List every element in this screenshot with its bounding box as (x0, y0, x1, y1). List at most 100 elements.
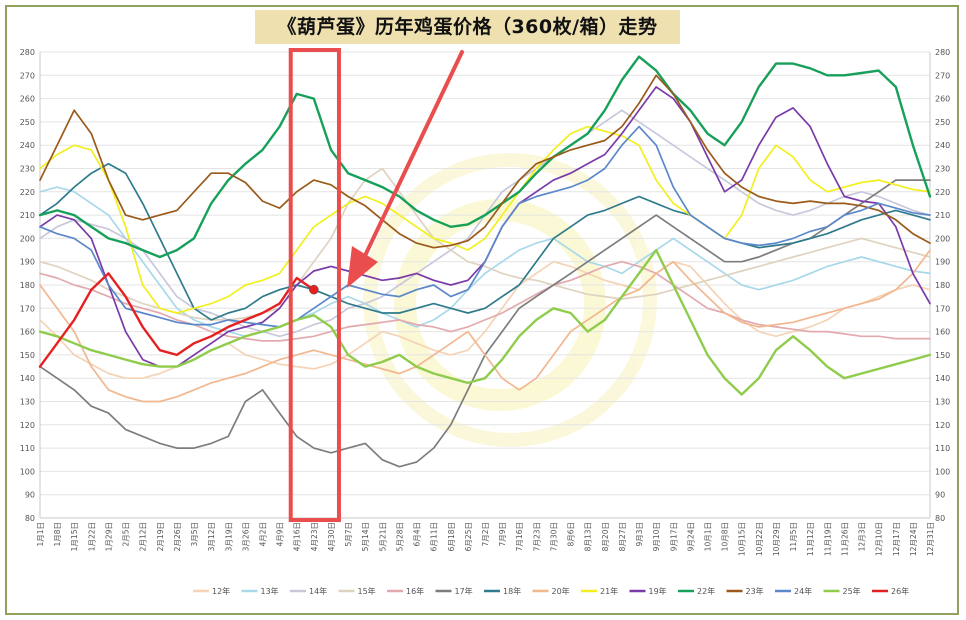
x-tick-label: 1月1日 (36, 522, 45, 547)
y-tick-label-right: 150 (935, 351, 950, 360)
x-tick-label: 12月24日 (909, 522, 918, 556)
legend-label-16年: 16年 (406, 586, 424, 596)
legend-label-21年: 21年 (600, 586, 618, 596)
x-tick-label: 10月22日 (755, 522, 764, 556)
y-tick-label-left: 260 (20, 95, 35, 104)
x-tick-label: 2月19日 (156, 522, 165, 551)
y-tick-label-left: 100 (20, 467, 35, 476)
watermark-ring (363, 153, 657, 447)
y-tick-label-right: 180 (935, 281, 950, 290)
x-tick-label: 1月8日 (53, 522, 62, 547)
legend-label-22年: 22年 (697, 586, 715, 596)
legend-label-12年: 12年 (212, 586, 230, 596)
x-tick-label: 12月10日 (875, 522, 884, 556)
x-tick-label: 9月17日 (669, 522, 678, 551)
y-tick-label-left: 80 (25, 514, 35, 523)
legend-label-17年: 17年 (455, 586, 473, 596)
x-tick-label: 1月15日 (70, 522, 79, 551)
series-line-17年 (39, 179, 931, 468)
x-tick-label: 4月9日 (276, 522, 285, 547)
x-tick-label: 12月31日 (926, 522, 935, 556)
x-tick-label: 10月8日 (721, 522, 730, 551)
x-tick-label: 7月9日 (498, 522, 507, 547)
y-tick-label-right: 210 (935, 211, 950, 220)
y-tick-label-right: 220 (935, 188, 950, 197)
x-tick-label: 6月18日 (447, 522, 456, 551)
y-tick-label-left: 180 (20, 281, 35, 290)
series-line-26年 (38, 272, 315, 368)
x-tick-label: 9月24日 (686, 522, 695, 551)
y-tick-label-left: 230 (20, 165, 35, 174)
x-tick-label: 8月27日 (618, 522, 627, 551)
y-tick-label-right: 160 (935, 328, 950, 337)
chart-title: 《葫芦蛋》历年鸡蛋价格（360枚/箱）走势 (255, 10, 680, 44)
series-line-22年 (38, 55, 932, 259)
y-tick-label-left: 250 (20, 118, 35, 127)
x-tick-label: 9月10日 (652, 522, 661, 551)
y-tick-label-right: 120 (935, 421, 950, 430)
x-tick-label: 6月4日 (413, 522, 422, 547)
x-tick-label: 11月12日 (806, 522, 815, 556)
legend-label-23年: 23年 (746, 586, 764, 596)
x-tick-label: 5月21日 (378, 522, 387, 551)
y-tick-label-right: 280 (935, 48, 950, 57)
y-tick-label-right: 80 (935, 514, 945, 523)
x-tick-label: 2月26日 (173, 522, 182, 551)
x-tick-label: 6月25日 (464, 522, 473, 551)
highlight-box (288, 48, 341, 522)
x-tick-label: 5月28日 (395, 522, 404, 551)
y-tick-label-left: 110 (20, 444, 35, 453)
series-line-23年 (39, 74, 931, 249)
y-tick-label-right: 270 (935, 71, 950, 80)
x-tick-label: 12月17日 (892, 522, 901, 556)
x-tick-label: 4月2日 (259, 522, 268, 547)
y-tick-label-right: 260 (935, 95, 950, 104)
x-tick-label: 7月23日 (532, 522, 541, 551)
y-tick-label-right: 90 (935, 491, 945, 500)
y-tick-label-right: 230 (935, 165, 950, 174)
watermark-ring-inner (394, 199, 606, 411)
y-tick-label-left: 280 (20, 48, 35, 57)
legend-label-25年: 25年 (843, 586, 861, 596)
x-tick-label: 3月12日 (207, 522, 216, 551)
annotation-arrow-shaft (360, 50, 464, 264)
x-tick-label: 12月3日 (858, 522, 867, 551)
x-tick-label: 3月19日 (224, 522, 233, 551)
series-line-15年 (39, 167, 931, 321)
x-tick-label: 1月22日 (87, 522, 96, 551)
x-tick-label: 2月12日 (139, 522, 148, 551)
y-tick-label-left: 140 (20, 374, 35, 383)
y-tick-label-right: 200 (935, 234, 950, 243)
x-tick-label: 3月26日 (241, 522, 250, 551)
y-tick-label-left: 220 (20, 188, 35, 197)
y-tick-label-left: 160 (20, 328, 35, 337)
x-tick-label: 4月30日 (327, 522, 336, 551)
y-tick-label-left: 210 (20, 211, 35, 220)
x-tick-label: 10月15日 (738, 522, 747, 556)
legend-label-14年: 14年 (309, 586, 327, 596)
legend-label-15年: 15年 (358, 586, 376, 596)
series-line-24年 (39, 125, 931, 328)
series-line-18年 (39, 162, 931, 321)
x-tick-label: 10月1日 (704, 522, 713, 551)
legend-label-20年: 20年 (552, 586, 570, 596)
y-tick-label-right: 100 (935, 467, 950, 476)
x-tick-label: 10月29日 (772, 522, 781, 556)
y-tick-label-left: 120 (20, 421, 35, 430)
y-tick-label-right: 140 (935, 374, 950, 383)
legend-label-19年: 19年 (649, 586, 667, 596)
legend-label-18年: 18年 (503, 586, 521, 596)
series-line-20年 (39, 249, 931, 403)
x-tick-label: 11月5日 (789, 522, 798, 551)
x-tick-label: 4月23日 (310, 522, 319, 551)
series-end-marker-26年 (309, 284, 319, 295)
x-tick-label: 5月14日 (361, 522, 370, 551)
y-tick-label-left: 200 (20, 234, 35, 243)
x-tick-label: 5月7日 (344, 522, 353, 547)
x-tick-label: 3月5日 (190, 522, 199, 547)
x-tick-label: 11月26日 (840, 522, 849, 556)
x-tick-label: 1月29日 (104, 522, 113, 551)
x-tick-label: 7月2日 (481, 522, 490, 547)
y-tick-label-left: 170 (20, 304, 35, 313)
